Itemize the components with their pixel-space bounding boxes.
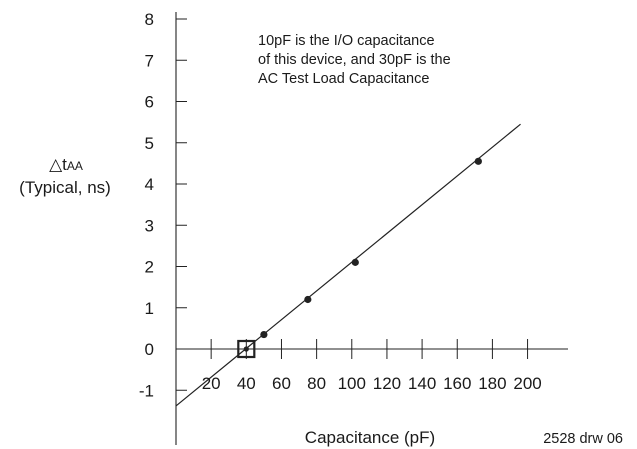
y-tick-label: 7 — [145, 51, 154, 70]
data-point — [260, 330, 268, 339]
x-tick-label: 40 — [237, 374, 256, 393]
y-tick-label: 0 — [145, 340, 154, 359]
fit-line — [175, 123, 521, 407]
x-axis-title: Capacitance (pF) — [305, 428, 435, 447]
data-point — [304, 295, 312, 304]
y-tick-label: -1 — [139, 381, 154, 400]
annotation-line-3: AC Test Load Capacitance — [258, 71, 429, 87]
x-tick-label: 140 — [408, 374, 436, 393]
x-tick-label: 160 — [443, 374, 471, 393]
y-tick-label: 8 — [145, 10, 154, 29]
axes — [175, 12, 568, 445]
x-tick-label: 120 — [373, 374, 401, 393]
x-tick-label: 100 — [338, 374, 366, 393]
series — [175, 123, 521, 407]
y-tick-label: 5 — [145, 134, 154, 153]
y-tick-label: 2 — [145, 258, 154, 277]
x-tick-label: 180 — [478, 374, 506, 393]
x-tick-label: 200 — [513, 374, 541, 393]
x-tick-label: 60 — [272, 374, 291, 393]
y-tick-label: 3 — [145, 216, 154, 235]
y-axis-title: △tAA — [49, 155, 83, 174]
y-tick-label: 1 — [145, 299, 154, 318]
x-ticks: 20 40 60 80 100 120 140 160 180 200 — [202, 339, 542, 393]
data-point — [351, 258, 359, 266]
y-ticks: 8 7 6 5 4 3 2 1 0 -1 — [139, 10, 187, 400]
x-tick-label: 80 — [307, 374, 326, 393]
data-point — [474, 157, 482, 165]
y-tick-label: 4 — [145, 175, 154, 194]
y-axis-subscript: AA — [67, 159, 83, 173]
y-tick-label: 6 — [145, 93, 154, 112]
open-square-center-dot — [243, 346, 249, 352]
figure-reference: 2528 drw 06 — [543, 431, 623, 447]
y-axis-delta-symbol: △t — [49, 155, 67, 174]
annotation-line-2: of this device, and 30pF is the — [258, 52, 451, 68]
open-square-marker — [237, 339, 256, 359]
y-axis-units: (Typical, ns) — [19, 178, 111, 197]
x-tick-label: 20 — [202, 374, 221, 393]
annotation-line-1: 10pF is the I/O capacitance — [258, 33, 435, 49]
